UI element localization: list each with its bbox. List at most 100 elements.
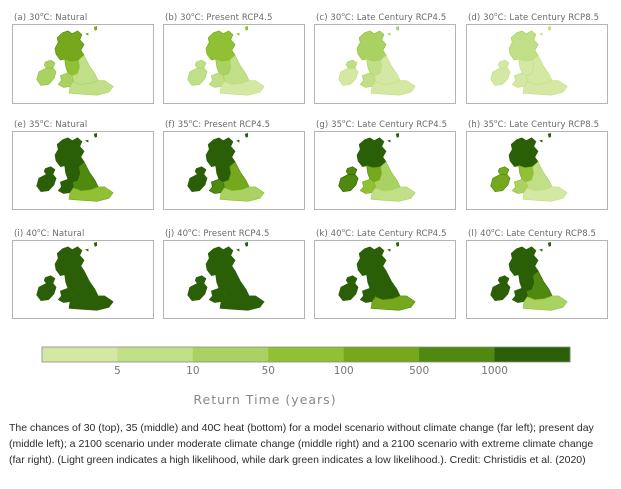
- region-ni: [194, 59, 207, 69]
- region-ni: [43, 59, 56, 69]
- region-sc: [356, 30, 387, 62]
- uk-map: [338, 241, 416, 311]
- island: [236, 241, 248, 252]
- region-ie: [36, 67, 57, 86]
- region-ni: [43, 275, 56, 284]
- region-sc: [205, 246, 236, 277]
- map-panel: [314, 24, 456, 104]
- uk-map: [490, 25, 568, 96]
- uk-map: [187, 25, 265, 96]
- region-ie: [490, 174, 511, 192]
- region-sc: [205, 30, 236, 62]
- legend-swatch: [494, 347, 571, 362]
- panel-title: (e) 35oC: Natural: [14, 119, 88, 130]
- legend-swatch: [419, 347, 496, 362]
- panel-title: (b) 30oC: Present RCP4.5: [165, 12, 273, 23]
- map-panel: [314, 240, 456, 319]
- legend-swatch: [117, 347, 194, 362]
- legend-swatch: [343, 347, 420, 362]
- region-ni: [497, 59, 510, 69]
- region-ni: [345, 275, 358, 284]
- region-se: [522, 80, 568, 96]
- region-sc: [508, 137, 539, 168]
- region-se: [68, 295, 114, 311]
- map-panel: [466, 240, 608, 319]
- region-se: [68, 80, 114, 96]
- region-se: [219, 80, 265, 96]
- region-ie: [187, 67, 208, 86]
- legend-swatch: [192, 347, 269, 362]
- uk-map: [36, 241, 114, 311]
- region-se: [522, 295, 568, 311]
- uk-map: [490, 241, 568, 311]
- panel-title: (f) 35oC: Present RCP4.5: [165, 119, 271, 130]
- legend-frame: [41, 346, 571, 363]
- uk-map: [36, 25, 114, 96]
- region-se: [370, 295, 416, 311]
- map-panel: [466, 131, 608, 210]
- region-ie: [338, 283, 359, 301]
- panel-title: (c) 30oC: Late Century RCP4.5: [316, 12, 447, 23]
- region-se: [219, 186, 265, 202]
- region-sc: [356, 137, 387, 168]
- region-ni: [43, 166, 56, 175]
- panel-title: (j) 40oC: Present RCP4.5: [165, 228, 270, 239]
- island: [387, 241, 399, 252]
- region-sc: [54, 137, 85, 168]
- map-panel: [163, 131, 305, 210]
- map-panel: [12, 240, 154, 319]
- region-ie: [490, 283, 511, 301]
- island: [539, 25, 551, 36]
- legend-tick-label: 10: [186, 365, 199, 377]
- region-se: [370, 80, 416, 96]
- island: [387, 132, 399, 143]
- region-sc: [205, 137, 236, 168]
- island: [85, 25, 97, 36]
- region-se: [370, 186, 416, 202]
- region-sc: [356, 246, 387, 277]
- legend-swatch: [42, 347, 118, 362]
- legend-tick-label: 5: [114, 365, 121, 377]
- panel-title: (l) 40oC: Late Century RCP8.5: [468, 228, 597, 239]
- region-ni: [497, 275, 510, 284]
- figure-caption: The chances of 30 (top), 35 (middle) and…: [9, 422, 594, 466]
- uk-map: [338, 25, 416, 96]
- uk-map: [187, 241, 265, 311]
- region-ie: [490, 67, 511, 86]
- region-sc: [508, 246, 539, 277]
- island: [387, 25, 399, 36]
- region-sc: [508, 30, 539, 62]
- uk-map: [36, 132, 114, 202]
- island: [236, 25, 248, 36]
- island: [236, 132, 248, 143]
- region-ni: [497, 166, 510, 175]
- legend-title: Return Time (years): [193, 392, 336, 407]
- region-ie: [187, 174, 208, 192]
- legend-tick-label: 1000: [481, 365, 508, 377]
- legend-tick-label: 500: [409, 365, 429, 377]
- region-ie: [187, 283, 208, 301]
- map-panel: [163, 24, 305, 104]
- panel-title: (g) 35oC: Late Century RCP4.5: [316, 119, 448, 130]
- uk-map: [187, 132, 265, 202]
- region-se: [68, 186, 114, 202]
- island: [85, 241, 97, 252]
- island: [539, 241, 551, 252]
- region-ie: [36, 174, 57, 192]
- panel-title: (k) 40oC: Late Century RCP4.5: [316, 228, 447, 239]
- panel-title: (a) 30oC: Natural: [14, 12, 88, 23]
- region-ni: [194, 275, 207, 284]
- region-ni: [345, 59, 358, 69]
- map-panel: [314, 131, 456, 210]
- region-sc: [54, 30, 85, 62]
- island: [85, 132, 97, 143]
- panel-title: (d) 30oC: Late Century RCP8.5: [468, 12, 600, 23]
- map-panel: [466, 24, 608, 104]
- panel-title: (i) 40oC: Natural: [14, 228, 85, 239]
- region-se: [219, 295, 265, 311]
- region-ni: [345, 166, 358, 175]
- region-ie: [338, 174, 359, 192]
- uk-map: [338, 132, 416, 202]
- region-se: [522, 186, 568, 202]
- region-sc: [54, 246, 85, 277]
